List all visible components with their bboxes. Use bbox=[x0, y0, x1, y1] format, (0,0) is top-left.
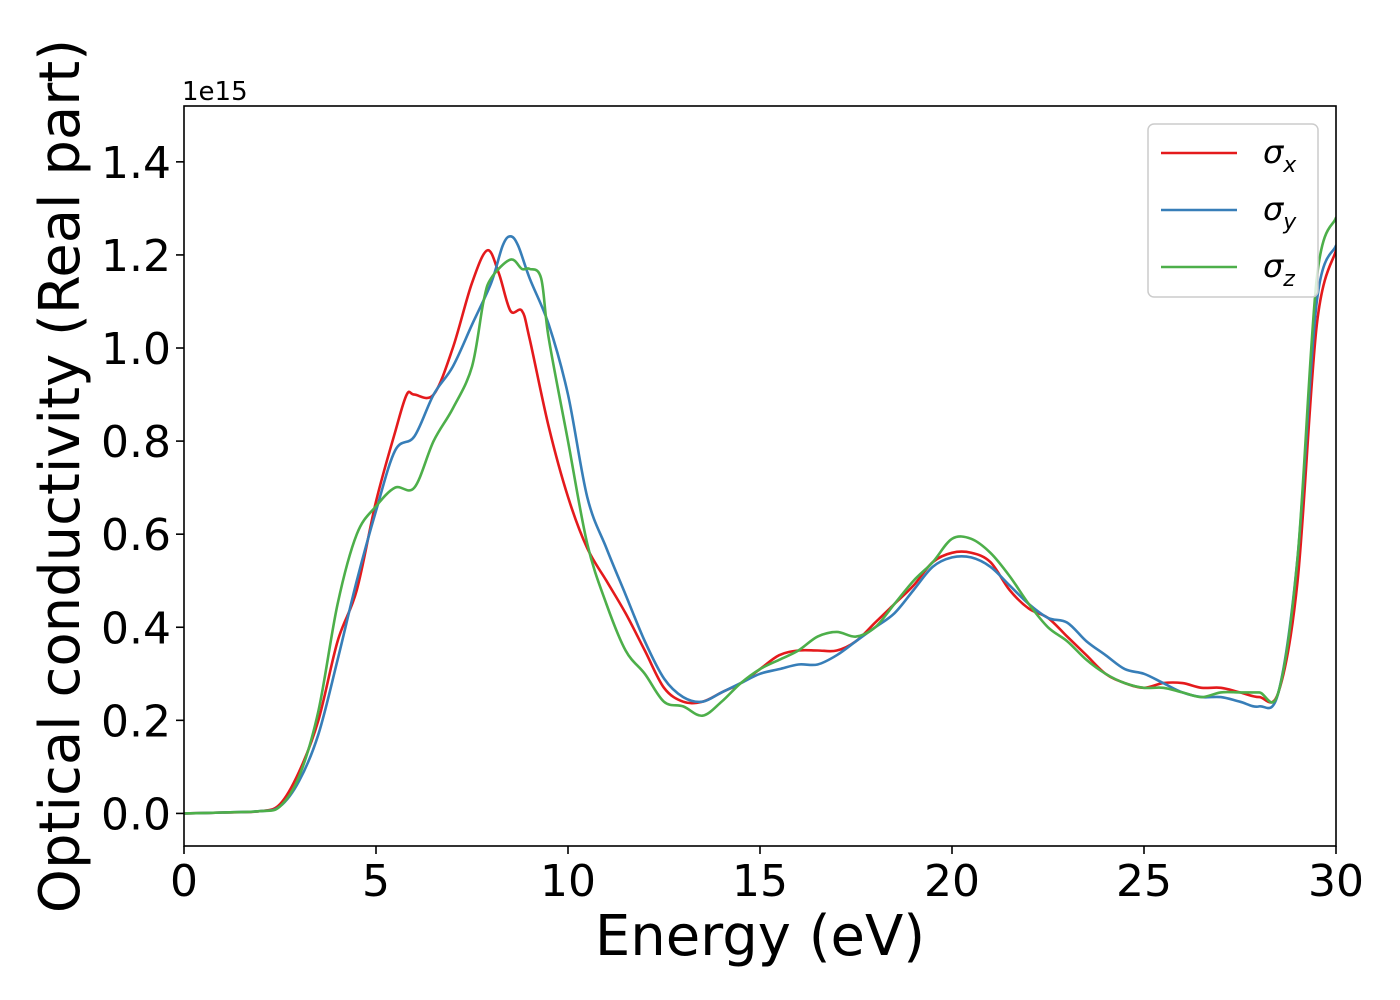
x-tick-label: 10 bbox=[540, 856, 596, 907]
series-line-sigma-y bbox=[184, 235, 1336, 815]
x-tick-label: 30 bbox=[1308, 856, 1364, 907]
x-axis: 0 5 10 15 20 25 30 bbox=[170, 846, 1364, 907]
y-tick-label: 0.4 bbox=[101, 603, 171, 654]
x-axis-title: Energy (eV) bbox=[595, 904, 925, 969]
legend-subscript: x bbox=[1282, 153, 1297, 178]
x-tick-label: 20 bbox=[924, 856, 980, 907]
y-tick-label: 0.8 bbox=[101, 417, 171, 468]
y-axis-title: Optical conductivity (Real part) bbox=[28, 39, 93, 913]
y-axis: 0.0 0.2 0.4 0.6 0.8 1.0 1.2 1.4 bbox=[101, 138, 184, 840]
series-layer bbox=[184, 216, 1336, 815]
legend-subscript: z bbox=[1282, 267, 1295, 292]
y-tick-label: 0.6 bbox=[101, 510, 171, 561]
y-tick-label: 0.2 bbox=[101, 696, 171, 747]
x-tick-label: 5 bbox=[362, 856, 390, 907]
x-tick-label: 0 bbox=[170, 856, 198, 907]
y-tick-label: 1.0 bbox=[101, 324, 171, 375]
y-offset-label: 1e15 bbox=[182, 77, 248, 107]
y-tick-label: 1.4 bbox=[101, 138, 171, 189]
legend-subscript: y bbox=[1282, 210, 1297, 235]
x-tick-label: 25 bbox=[1116, 856, 1172, 907]
y-tick-label: 1.2 bbox=[101, 231, 171, 282]
x-tick-label: 15 bbox=[732, 856, 788, 907]
series-line-sigma-z bbox=[184, 216, 1336, 815]
y-tick-label: 0.0 bbox=[101, 789, 171, 840]
